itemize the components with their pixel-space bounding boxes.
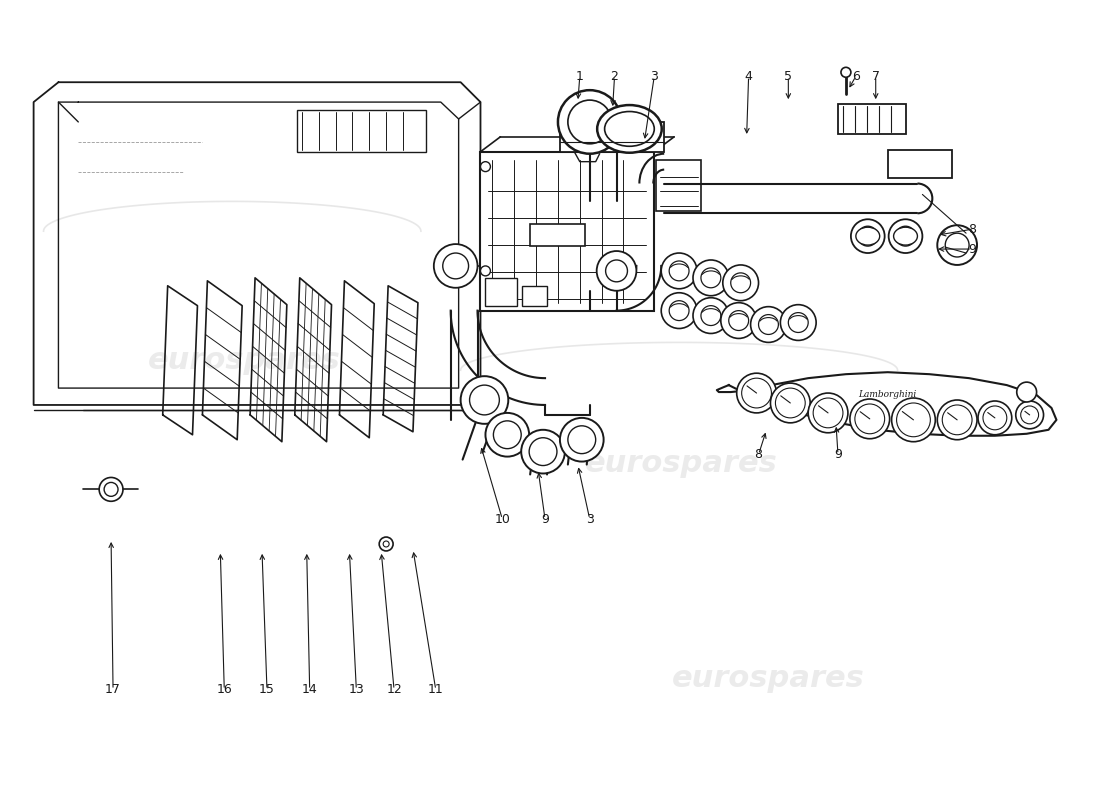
Circle shape — [1015, 401, 1044, 429]
Circle shape — [889, 219, 923, 253]
Circle shape — [568, 100, 612, 144]
Circle shape — [383, 541, 389, 547]
Circle shape — [104, 482, 118, 496]
Text: 3: 3 — [586, 513, 594, 526]
Circle shape — [606, 260, 627, 282]
Circle shape — [937, 400, 977, 440]
Circle shape — [858, 226, 878, 246]
Text: Lamborghini: Lamborghini — [858, 390, 916, 398]
Circle shape — [442, 253, 469, 279]
Bar — [297, 110, 426, 152]
Circle shape — [750, 306, 786, 342]
Circle shape — [99, 478, 123, 502]
Text: eurospares: eurospares — [585, 449, 778, 478]
Circle shape — [433, 244, 477, 288]
Text: 12: 12 — [386, 683, 402, 697]
Circle shape — [720, 302, 757, 338]
Bar — [522, 286, 547, 306]
Circle shape — [770, 383, 811, 423]
Circle shape — [661, 253, 697, 289]
Circle shape — [693, 260, 728, 296]
Circle shape — [737, 373, 777, 413]
Bar — [838, 104, 905, 134]
Bar — [481, 152, 654, 310]
Bar — [530, 224, 585, 246]
Circle shape — [851, 219, 884, 253]
Text: 8: 8 — [968, 222, 976, 236]
Text: 8: 8 — [755, 448, 762, 461]
Circle shape — [789, 313, 808, 333]
Ellipse shape — [856, 227, 880, 245]
Text: 17: 17 — [106, 683, 121, 697]
Circle shape — [701, 306, 721, 326]
Circle shape — [945, 233, 969, 257]
Text: 13: 13 — [349, 683, 364, 697]
Ellipse shape — [893, 227, 917, 245]
Circle shape — [529, 438, 557, 466]
Bar — [560, 122, 664, 152]
Circle shape — [741, 378, 771, 408]
Text: 2: 2 — [610, 70, 618, 82]
Text: 14: 14 — [301, 683, 318, 697]
Circle shape — [895, 226, 915, 246]
Circle shape — [776, 388, 805, 418]
Circle shape — [669, 261, 689, 281]
Text: eurospares: eurospares — [147, 346, 341, 374]
Circle shape — [892, 398, 935, 442]
Bar — [485, 278, 517, 306]
Circle shape — [808, 393, 848, 433]
Circle shape — [759, 314, 779, 334]
Text: 4: 4 — [745, 70, 752, 82]
Bar — [888, 150, 953, 178]
Circle shape — [596, 251, 637, 290]
Text: 9: 9 — [541, 513, 549, 526]
Polygon shape — [717, 372, 1056, 436]
Circle shape — [481, 266, 491, 276]
Circle shape — [983, 406, 1006, 430]
Text: 9: 9 — [968, 242, 976, 255]
Circle shape — [937, 226, 977, 265]
Circle shape — [470, 385, 499, 415]
Circle shape — [842, 67, 851, 78]
Text: 1: 1 — [576, 70, 584, 82]
Circle shape — [558, 90, 622, 154]
Circle shape — [521, 430, 565, 474]
Circle shape — [850, 399, 890, 438]
Circle shape — [568, 426, 596, 454]
Text: 6: 6 — [851, 70, 860, 82]
Circle shape — [1016, 382, 1036, 402]
Circle shape — [693, 298, 728, 334]
Circle shape — [943, 405, 972, 434]
Circle shape — [481, 162, 491, 171]
Text: 7: 7 — [871, 70, 880, 82]
Text: eurospares: eurospares — [672, 663, 865, 693]
Circle shape — [728, 310, 749, 330]
Circle shape — [813, 398, 843, 428]
Text: 3: 3 — [650, 70, 658, 82]
Circle shape — [855, 404, 884, 434]
Circle shape — [560, 418, 604, 462]
Ellipse shape — [597, 105, 662, 153]
Text: 9: 9 — [834, 448, 842, 461]
Circle shape — [661, 293, 697, 329]
Text: 10: 10 — [494, 513, 510, 526]
Circle shape — [494, 421, 521, 449]
Text: 16: 16 — [217, 683, 232, 697]
Circle shape — [379, 537, 393, 551]
Text: 5: 5 — [784, 70, 792, 82]
Ellipse shape — [605, 111, 654, 146]
Circle shape — [978, 401, 1012, 434]
Circle shape — [669, 301, 689, 321]
Circle shape — [1021, 406, 1038, 424]
Circle shape — [461, 376, 508, 424]
Circle shape — [780, 305, 816, 341]
Text: 15: 15 — [258, 683, 275, 697]
Circle shape — [485, 413, 529, 457]
Circle shape — [701, 268, 721, 288]
Circle shape — [730, 273, 750, 293]
Bar — [657, 160, 701, 211]
Text: 11: 11 — [428, 683, 443, 697]
Circle shape — [723, 265, 759, 301]
Circle shape — [896, 403, 931, 437]
